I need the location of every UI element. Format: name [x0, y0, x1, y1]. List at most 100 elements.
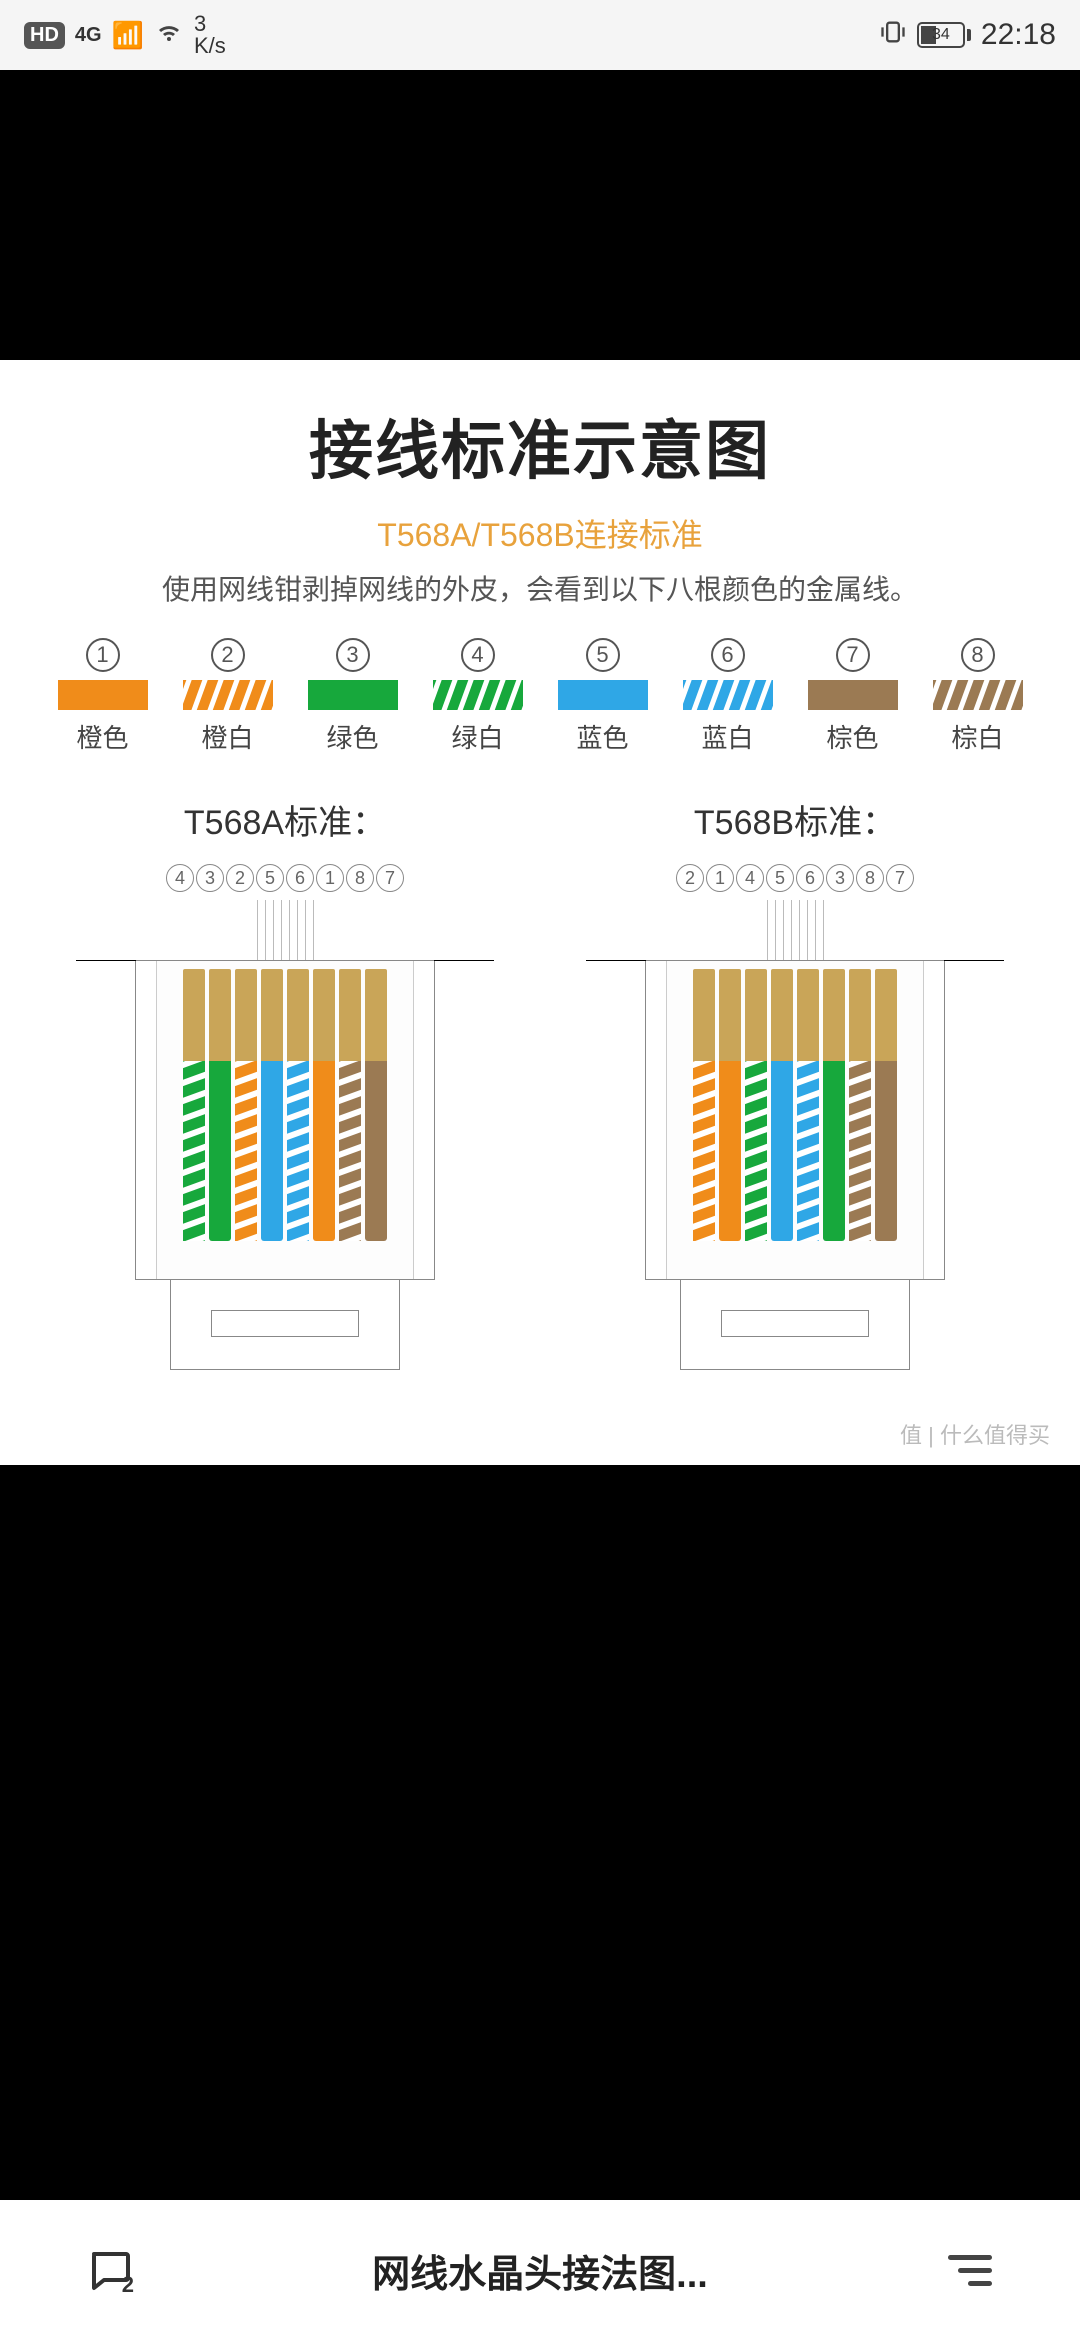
t568b-title: T568B标准： [694, 795, 896, 844]
gold-contact [823, 969, 845, 1061]
legend-item-1: 1 橙色 [40, 638, 165, 755]
diagram-card: 接线标准示意图 T568A/T568B连接标准 使用网线钳剥掉网线的外皮，会看到… [0, 360, 1080, 1465]
wire-solid-blue [771, 1061, 793, 1241]
legend-item-4: 4 绿白 [415, 638, 540, 755]
pin-index: 1 [316, 864, 344, 892]
gold-contact [287, 969, 309, 1061]
pin-index: 8 [856, 864, 884, 892]
wire-solid-orange [719, 1061, 741, 1241]
pin-index: 5 [766, 864, 794, 892]
legend-label: 蓝色 [576, 718, 628, 755]
gold-contact [875, 969, 897, 1061]
hd-badge: HD [24, 22, 65, 49]
legend-label: 绿色 [326, 718, 378, 755]
vibrate-icon [879, 18, 907, 53]
menu-icon [948, 2255, 992, 2286]
status-right: 34 22:18 [879, 18, 1056, 53]
pin-index: 5 [256, 864, 284, 892]
pin-index: 7 [886, 864, 914, 892]
wire-solid-green [823, 1061, 845, 1241]
wire-stripe-brown [849, 1061, 871, 1241]
page-title[interactable]: 网线水晶头接法图... [372, 2243, 708, 2298]
net-speed: 3 K/s [194, 13, 226, 57]
gold-contact [313, 969, 335, 1061]
legend-num: 3 [336, 638, 370, 672]
pin-index: 3 [196, 864, 224, 892]
legend-label: 蓝白 [701, 718, 753, 755]
wire-stripe-green [745, 1061, 767, 1241]
t568a-title: T568A标准： [184, 795, 386, 844]
speed-unit: K/s [194, 35, 226, 57]
connector-t568b: T568B标准： 21456387 [645, 795, 945, 1370]
legend-item-6: 6 蓝白 [665, 638, 790, 755]
diagram-description: 使用网线钳剥掉网线的外皮，会看到以下八根颜色的金属线。 [30, 568, 1050, 608]
diagram-title: 接线标准示意图 [30, 400, 1050, 492]
gold-contact [261, 969, 283, 1061]
gold-contact [183, 969, 205, 1061]
clock: 22:18 [981, 18, 1056, 52]
pin-index: 2 [676, 864, 704, 892]
pin-index: 4 [166, 864, 194, 892]
rj45-a [135, 900, 435, 1370]
content-viewport[interactable]: 接线标准示意图 T568A/T568B连接标准 使用网线钳剥掉网线的外皮，会看到… [0, 70, 1080, 2200]
wire-stripe-orange [693, 1061, 715, 1241]
legend-num: 6 [711, 638, 745, 672]
t568b-pin-order: 21456387 [676, 864, 914, 892]
gold-contact [209, 969, 231, 1061]
legend-num: 2 [211, 638, 245, 672]
gold-contact [235, 969, 257, 1061]
gold-contact [797, 969, 819, 1061]
legend-item-7: 7 棕色 [790, 638, 915, 755]
pin-index: 6 [286, 864, 314, 892]
wire-stripe-orange [235, 1061, 257, 1241]
diagram-subtitle: T568A/T568B连接标准 [30, 510, 1050, 556]
legend-num: 7 [836, 638, 870, 672]
wire-stripe-blue [797, 1061, 819, 1241]
legend-label: 橙白 [201, 718, 253, 755]
connectors-row: T568A标准： 43256187 T568B标准： 21456387 [30, 795, 1050, 1370]
status-left: HD 4G 📶 3 K/s [24, 13, 226, 57]
menu-button[interactable] [940, 2240, 1000, 2300]
gold-contact [771, 969, 793, 1061]
legend-num: 1 [86, 638, 120, 672]
wire-solid-brown [365, 1061, 387, 1241]
pin-index: 1 [706, 864, 734, 892]
t568a-pin-order: 43256187 [166, 864, 404, 892]
pin-index: 8 [346, 864, 374, 892]
connector-t568a: T568A标准： 43256187 [135, 795, 435, 1370]
legend-item-8: 8 棕白 [915, 638, 1040, 755]
legend-item-5: 5 蓝色 [540, 638, 665, 755]
legend-num: 5 [586, 638, 620, 672]
gold-contact [745, 969, 767, 1061]
wire-stripe-blue [287, 1061, 309, 1241]
pin-index: 3 [826, 864, 854, 892]
watermark: 值 | 什么值得买 [900, 1418, 1050, 1450]
speed-num: 3 [194, 13, 226, 35]
pin-index: 2 [226, 864, 254, 892]
pin-index: 4 [736, 864, 764, 892]
wire-solid-green [209, 1061, 231, 1241]
gold-contact [365, 969, 387, 1061]
legend-label: 绿白 [451, 718, 503, 755]
legend-label: 棕色 [826, 718, 878, 755]
comments-button[interactable]: 2 [80, 2240, 140, 2300]
network-type: 4G [75, 24, 102, 47]
status-bar: HD 4G 📶 3 K/s 34 22:18 [0, 0, 1080, 70]
wire-stripe-green [183, 1061, 205, 1241]
gold-contact [339, 969, 361, 1061]
legend-label: 棕白 [951, 718, 1003, 755]
legend-label: 橙色 [76, 718, 128, 755]
legend-item-2: 2 橙白 [165, 638, 290, 755]
comment-count: 2 [122, 2272, 134, 2298]
pin-index: 6 [796, 864, 824, 892]
gold-contact [693, 969, 715, 1061]
gold-contact [719, 969, 741, 1061]
legend-num: 4 [461, 638, 495, 672]
wire-stripe-brown [339, 1061, 361, 1241]
legend-num: 8 [961, 638, 995, 672]
wire-solid-brown [875, 1061, 897, 1241]
signal-icon: 📶 [112, 20, 144, 51]
wifi-icon [154, 20, 184, 51]
legend-item-3: 3 绿色 [290, 638, 415, 755]
gold-contact [849, 969, 871, 1061]
